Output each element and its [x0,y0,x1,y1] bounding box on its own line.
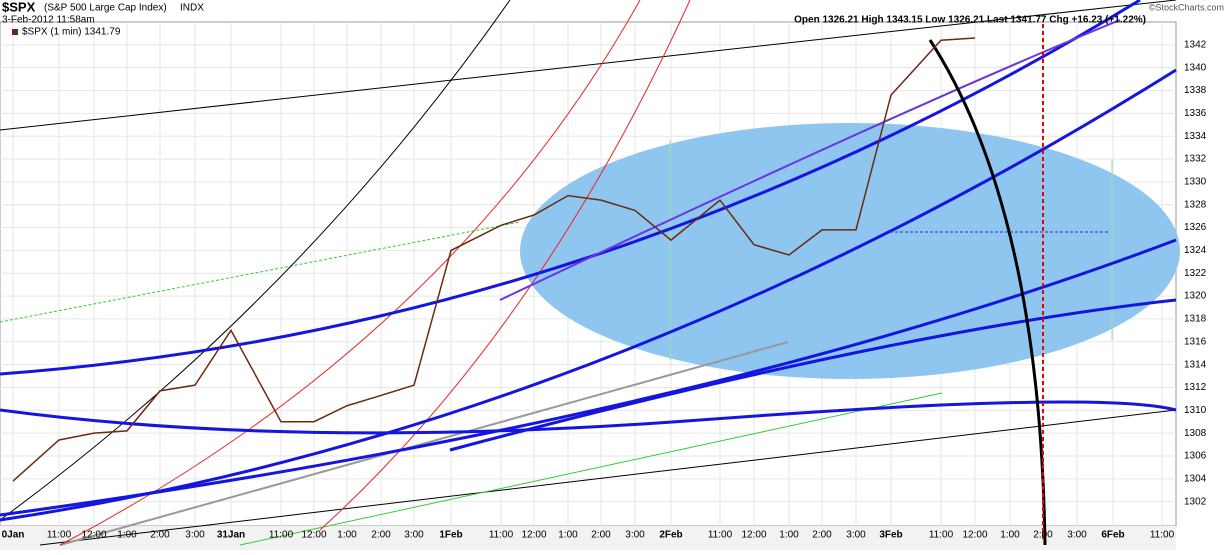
trend-line [39,409,1177,546]
x-tick-label: 1:00 [779,530,799,541]
y-tick-label: 1304 [1184,473,1207,484]
x-tick-label: 1:00 [1000,530,1020,541]
x-tick-label: 11:00 [489,530,514,541]
x-tick-label: 3:00 [404,530,424,541]
y-tick-label: 1306 [1184,451,1207,462]
y-tick-label: 1342 [1184,39,1207,50]
trend-line [239,392,943,546]
arc [499,19,1121,301]
arc [0,400,1177,435]
x-tick-label: 3:00 [846,530,866,541]
y-tick-label: 1334 [1184,131,1207,142]
x-tick-label: 12:00 [962,530,987,541]
y-tick-label: 1340 [1184,62,1207,73]
y-tick-label: 1314 [1184,359,1207,370]
x-tick-label: 1Feb [439,530,462,541]
x-tick-label: 0Jan [2,530,25,541]
x-tick-label: 12:00 [521,530,546,541]
x-tick-label: 2:00 [150,530,170,541]
x-tick-label: 11:00 [47,530,72,541]
trend-line [0,0,1177,131]
date: 3-Feb-2012 11:58am [2,15,95,26]
x-tick-label: 2:00 [371,530,391,541]
y-tick-label: 1330 [1184,177,1207,188]
y-tick-label: 1326 [1184,222,1207,233]
x-tick-label: 11:00 [708,530,733,541]
x-tick-label: 3Feb [879,530,902,541]
y-tick-label: 1312 [1184,382,1207,393]
x-tick-label: 11:00 [929,530,954,541]
trend-line [59,341,789,546]
y-tick-label: 1308 [1184,428,1207,439]
x-tick-label: 11:00 [269,530,294,541]
credit: ©StockCharts.com [1149,2,1224,12]
y-tick-label: 1316 [1184,336,1207,347]
x-tick-label: 1:00 [117,530,137,541]
x-tick-label: 3:00 [185,530,205,541]
x-tick-label: 11:00 [1150,530,1175,541]
arc [319,0,691,531]
x-tick-label: 6Feb [1101,530,1124,541]
y-tick-label: 1322 [1184,268,1207,279]
y-tick-label: 1310 [1184,405,1207,416]
arc [449,298,1177,452]
x-tick-label: 12:00 [301,530,326,541]
y-tick-label: 1328 [1184,199,1207,210]
x-tick-label: 2:00 [812,530,832,541]
exchange: INDX [180,3,204,14]
arc [0,0,511,521]
y-tick-label: 1332 [1184,154,1207,165]
y-tick-label: 1336 [1184,108,1207,119]
x-tick-label: 3:00 [625,530,645,541]
legend-swatch [12,29,18,35]
x-tick-label: 31Jan [217,530,245,541]
annotations [0,0,1180,546]
title: $SPX [2,0,36,14]
price-line [12,37,976,482]
trend-line [0,221,521,323]
quote: Open 1326.21 High 1343.15 Low 1326.21 La… [794,15,1146,26]
x-tick-label: 12:00 [741,530,766,541]
arc [0,0,1141,376]
x-tick-label: 12:00 [81,530,106,541]
x-tick-label: 2:00 [1033,530,1053,541]
x-tick-label: 1:00 [558,530,578,541]
x-tick-label: 2Feb [659,530,682,541]
y-tick-label: 1318 [1184,314,1207,325]
marks [12,37,976,482]
arc [59,0,641,546]
y-tick-label: 1324 [1184,245,1207,256]
y-tick-label: 1320 [1184,291,1207,302]
y-tick-label: 1338 [1184,85,1207,96]
subtitle: (S&P 500 Large Cap Index) [44,3,167,14]
arc [0,238,1177,517]
x-tick-label: 3:00 [1067,530,1087,541]
legend-entry: $SPX (1 min) 1341.79 [22,27,121,38]
arc [0,68,1177,522]
x-tick-label: 2:00 [591,530,611,541]
y-tick-label: 1302 [1184,496,1207,507]
x-tick-label: 1:00 [337,530,357,541]
x-axis-band [0,526,1176,550]
arc [928,39,1047,546]
